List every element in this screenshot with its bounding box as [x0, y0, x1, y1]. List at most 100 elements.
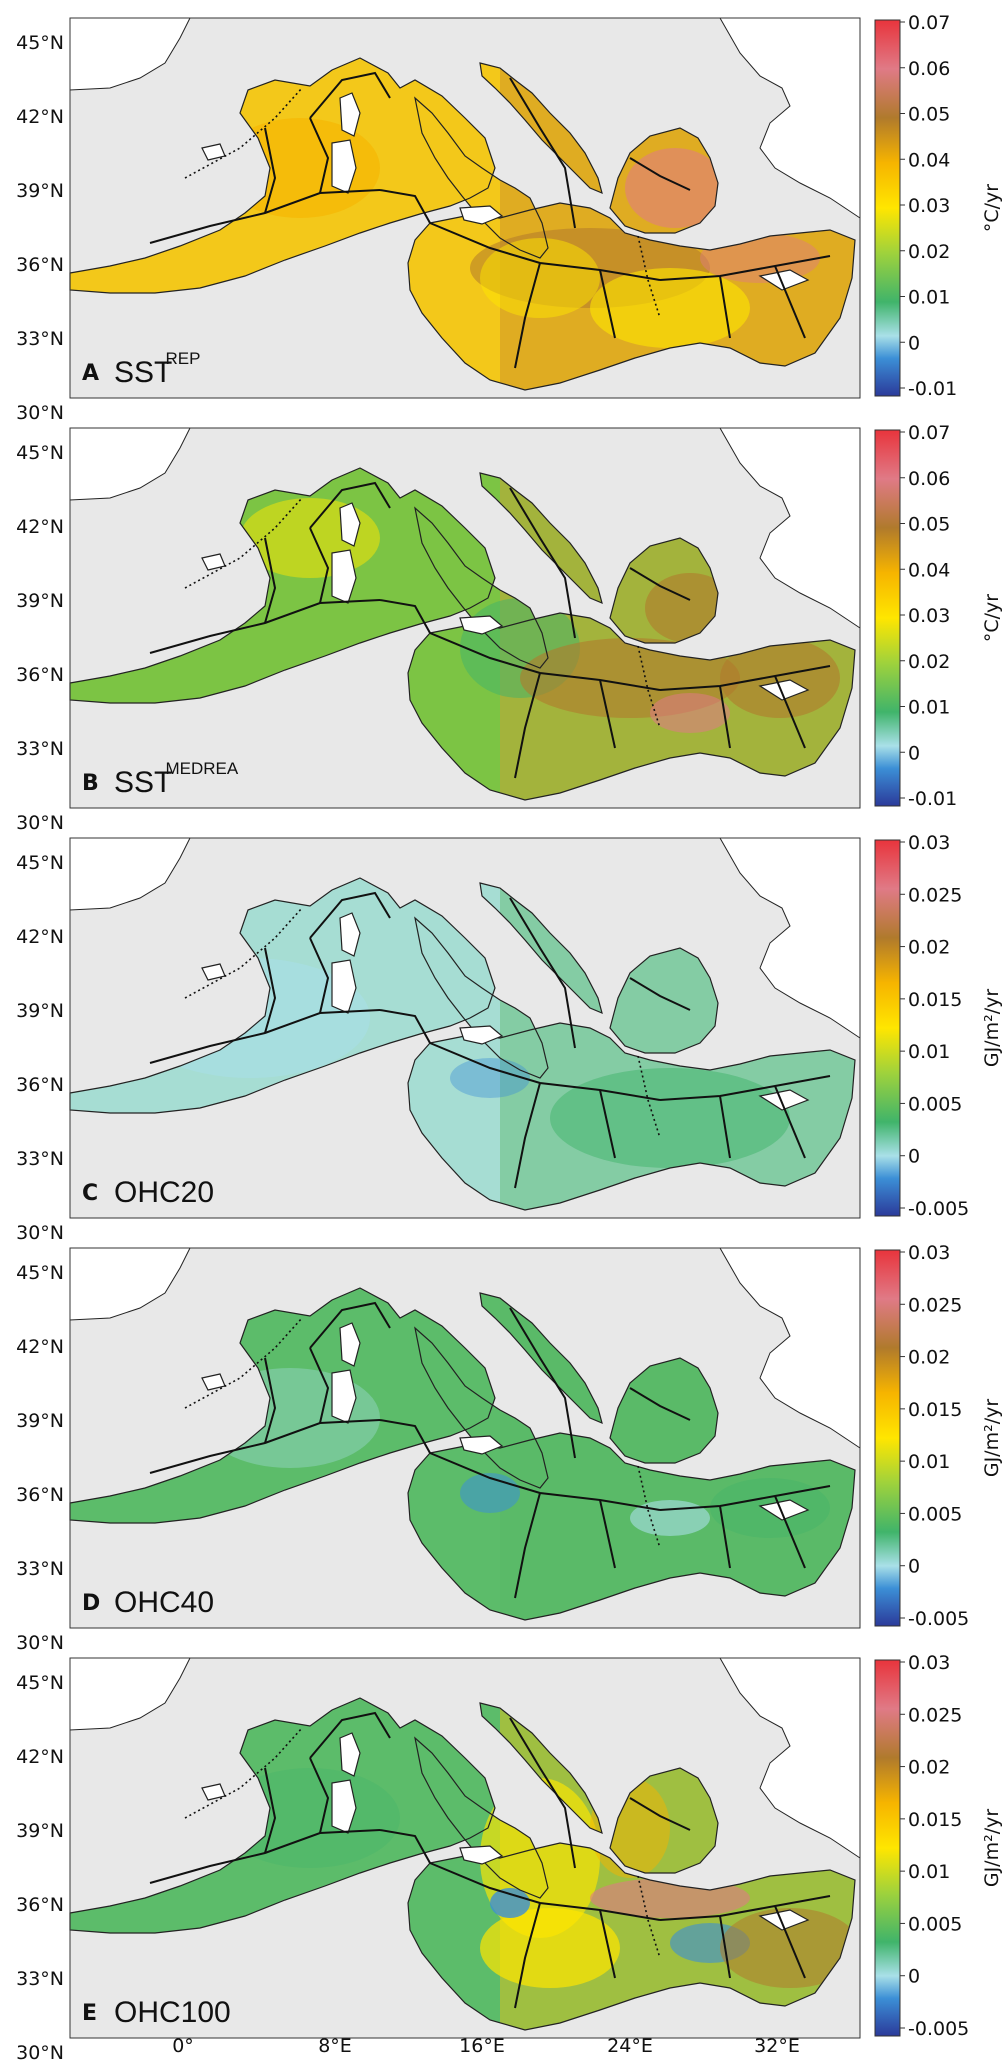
subbasin-boundary	[379, 1009, 431, 1044]
colorbar-tick-label: 0.05	[908, 514, 950, 536]
trend-anomaly	[450, 1058, 530, 1098]
subbasin-boundary-dotted	[184, 497, 303, 589]
panel-letter: B	[82, 771, 99, 796]
subbasin-boundary-dotted	[637, 1465, 661, 1549]
colorbar-unit-label: GJ/m²/yr	[981, 1399, 1003, 1477]
island	[339, 92, 361, 137]
subbasin-boundary	[599, 1089, 616, 1159]
coastline	[407, 202, 856, 391]
subbasin-boundary	[659, 1895, 831, 1921]
island	[339, 1322, 361, 1367]
colorbar-tick-label: 0.005	[908, 1093, 962, 1115]
subbasin-boundary	[629, 977, 691, 1011]
colorbar: 0.07 0.06 0.05 0.04 0.03 0.02 0.01 0 -0.01	[874, 12, 957, 400]
subbasin-boundary	[309, 937, 330, 1014]
lat-label: 30°N	[16, 2042, 64, 2062]
subbasin-boundary	[719, 1095, 731, 1159]
subbasin-boundary	[514, 1082, 541, 1189]
lat-label: 36°N	[16, 1074, 64, 1096]
coastline	[407, 612, 856, 801]
subbasin-boundary	[379, 599, 431, 634]
island	[758, 1499, 810, 1521]
colorbar: 0.07 0.06 0.05 0.04 0.03 0.02 0.01 0 -0.01	[874, 422, 957, 810]
lat-label: 30°N	[16, 1632, 64, 1654]
subbasin-boundary	[599, 269, 616, 339]
colorbar-unit-label: °C/yr	[981, 594, 1003, 642]
coastline	[69, 877, 496, 1114]
subbasin-boundary	[719, 1915, 731, 1979]
subbasin-boundary-dotted	[184, 1317, 303, 1409]
lat-label: 42°N	[16, 1746, 64, 1768]
subbasin-boundary-dotted	[184, 87, 303, 179]
trend-anomaly	[480, 1908, 620, 1988]
subbasin-boundary	[379, 189, 431, 224]
colorbar-tick-label: 0.025	[908, 1704, 962, 1726]
colorbar-tick-label: 0.01	[908, 287, 950, 309]
subbasin-boundary	[309, 1711, 391, 1759]
coastline	[609, 1357, 719, 1464]
colorbar-tick-label: 0.06	[908, 58, 950, 80]
colorbar-tick-label: 0.03	[908, 605, 950, 627]
lat-label: 33°N	[16, 1558, 64, 1580]
panel-letter: E	[82, 2001, 97, 2026]
colorbar-tick-label: -0.01	[908, 788, 957, 810]
coastline	[414, 916, 549, 1079]
coastline	[609, 1767, 719, 1874]
subbasin-boundary	[379, 1829, 431, 1864]
colorbar-tick-label: 0.06	[908, 468, 950, 490]
subbasin-boundary	[514, 262, 541, 369]
subbasin-boundary	[264, 1767, 277, 1854]
coastline	[414, 1736, 549, 1899]
colorbar-tick-label: -0.005	[908, 1608, 969, 1630]
panel-letter: D	[82, 1591, 100, 1616]
coastline	[407, 1432, 856, 1621]
lat-label: 42°N	[16, 516, 64, 538]
subbasin-boundary	[514, 672, 541, 779]
lat-label: 33°N	[16, 1968, 64, 1990]
colorbar-tick-label: 0.03	[908, 1652, 950, 1674]
subbasin-boundary	[264, 947, 277, 1034]
subbasin-boundary	[509, 897, 576, 1049]
colorbar-tick-label: 0	[908, 742, 920, 764]
colorbar-gradient	[874, 1249, 901, 1627]
subbasin-boundary	[264, 537, 277, 624]
lat-label: 30°N	[16, 812, 64, 834]
trend-anomaly	[480, 238, 600, 318]
colorbar-gradient	[874, 839, 901, 1217]
subbasin-boundary-dotted	[184, 907, 303, 999]
island	[459, 615, 504, 635]
map-panel-e: E OHC100 45°N 42°N 39°N 36°N 33°N 30°N 0.03 0.025…	[16, 1652, 1003, 2062]
island	[331, 549, 357, 604]
coastline	[609, 947, 719, 1054]
subbasin-boundary	[719, 685, 731, 749]
lat-label: 36°N	[16, 1894, 64, 1916]
lat-label: 45°N	[16, 32, 64, 54]
subbasin-boundary	[774, 675, 806, 749]
colorbar-tick-label: 0.015	[908, 1809, 962, 1831]
lat-label: 45°N	[16, 1672, 64, 1694]
subbasin-boundary-dotted	[184, 1727, 303, 1819]
subbasin-boundary	[659, 665, 831, 691]
coastline	[414, 1326, 549, 1489]
colorbar-unit-label: GJ/m²/yr	[981, 1809, 1003, 1887]
subbasin-boundary	[629, 157, 691, 191]
lon-label: 8°E	[318, 2035, 352, 2057]
map-frame	[69, 837, 861, 1219]
subbasin-boundary	[309, 117, 330, 194]
trend-anomaly	[490, 1888, 530, 1918]
coastline	[479, 62, 603, 195]
subbasin-boundary	[509, 1717, 576, 1869]
subbasin-boundary	[774, 1085, 806, 1159]
subbasin-boundary	[309, 1347, 330, 1424]
colorbar-tick-label: 0.005	[908, 1913, 962, 1935]
colorbar-tick-label: 0.005	[908, 1503, 962, 1525]
lat-label: 36°N	[16, 254, 64, 276]
lat-label: 45°N	[16, 852, 64, 874]
colorbar-unit-label: GJ/m²/yr	[981, 989, 1003, 1067]
colorbar-tick-label: 0.03	[908, 195, 950, 217]
colorbar-gradient	[874, 429, 901, 807]
map-panel-a: A SSTREP45°N42°N39°N36°N33°N30°N0.070.060…	[16, 12, 1003, 424]
colorbar: 0.03 0.025 0.02 0.015 0.01 0.005 0 -0.005	[874, 1242, 969, 1630]
trend-anomaly	[590, 268, 750, 348]
colorbar-tick-label: 0.025	[908, 884, 962, 906]
